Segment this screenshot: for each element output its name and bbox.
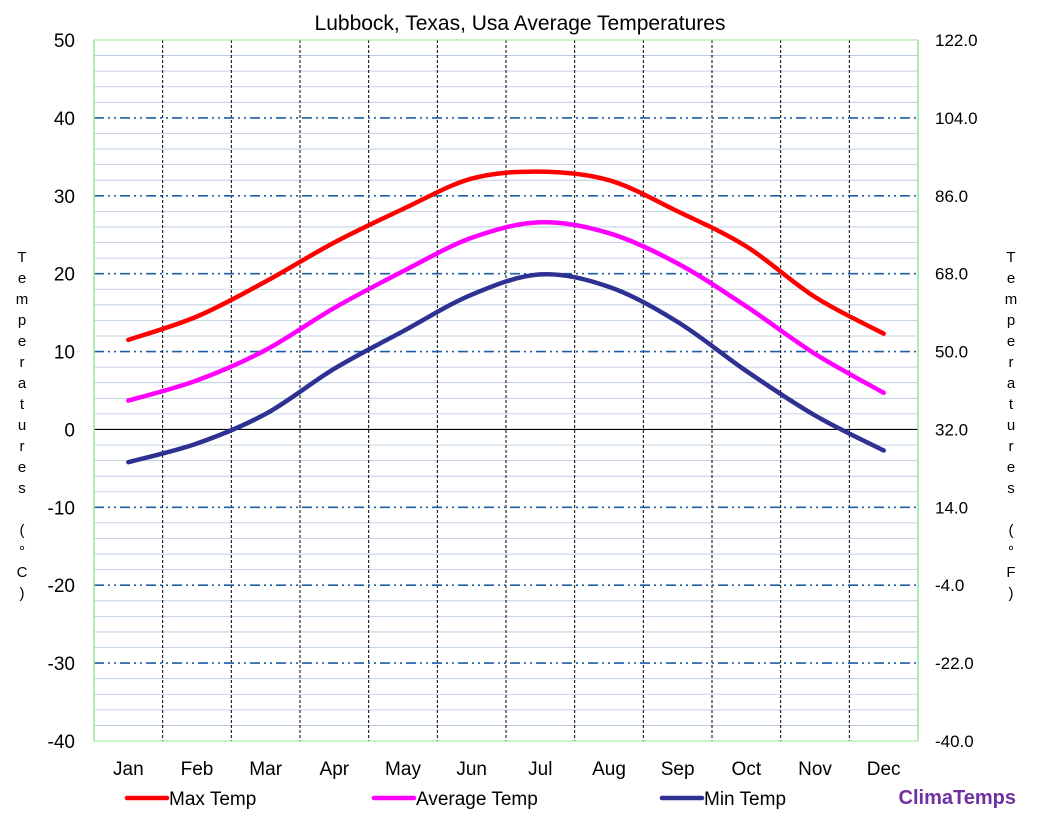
axis-label-char: a [18, 375, 27, 392]
axis-label-char: ° [19, 543, 25, 560]
axis-label-char: e [18, 333, 26, 350]
climatemps-logo: ClimaTemps [899, 787, 1016, 809]
series-line-min-temp [126, 271, 886, 465]
x-tick-label: Oct [732, 759, 762, 780]
y-axis-label-right: Temperatures (°F) [1005, 249, 1018, 602]
axis-label-char: m [1005, 291, 1018, 308]
y-tick-label-right: 104.0 [935, 109, 978, 128]
y-tick-label-left: 10 [54, 343, 75, 364]
x-tick-label: May [385, 759, 421, 780]
y-tick-label-left: 50 [54, 31, 75, 52]
axis-label-char: e [18, 270, 26, 287]
axis-label-char: ( [1009, 522, 1014, 539]
y-tick-label-right: -4.0 [935, 576, 964, 595]
axis-label-char: s [18, 480, 26, 497]
x-tick-label: Feb [181, 759, 214, 780]
axis-label-char: r [20, 438, 25, 455]
axis-label-char: t [1009, 396, 1014, 413]
axis-label-char: m [16, 291, 29, 308]
legend-label-min-temp: Min Temp [704, 789, 786, 810]
axis-label-char: u [1007, 417, 1015, 434]
axis-label-char: e [18, 459, 26, 476]
axis-label-char: ) [1009, 585, 1014, 602]
axis-label-char: a [1007, 375, 1016, 392]
x-tick-label: Apr [320, 759, 350, 780]
y-tick-label-left: -20 [48, 576, 75, 597]
x-tick-label: Sep [661, 759, 695, 780]
chart-title: Lubbock, Texas, Usa Average Temperatures [315, 12, 726, 35]
y-tick-label-left: 30 [54, 187, 75, 208]
axis-label-char: e [1007, 459, 1015, 476]
axis-label-char: s [1007, 480, 1015, 497]
axis-label-char: C [17, 564, 28, 581]
y-tick-label-left: 40 [54, 109, 75, 130]
axis-label-char: T [1006, 249, 1015, 266]
y-tick-label-right: 86.0 [935, 187, 968, 206]
series-line-average-temp [126, 219, 886, 403]
x-tick-label: Dec [867, 759, 901, 780]
x-tick-label: Nov [798, 759, 832, 780]
grid-layer [94, 40, 918, 741]
y-tick-label-left: 20 [54, 265, 75, 286]
y-tick-label-right: -22.0 [935, 654, 974, 673]
axis-label-char: e [1007, 270, 1015, 287]
series-layer [126, 169, 886, 465]
y-tick-label-left: -30 [48, 654, 75, 675]
x-tick-label: Jul [528, 759, 552, 780]
axis-label-char: t [20, 396, 25, 413]
y-tick-label-right: 122.0 [935, 31, 978, 50]
y-tick-label-right: 14.0 [935, 498, 968, 517]
legend: Max Temp Average Temp Min Temp [124, 789, 786, 810]
axis-label-char: F [1006, 564, 1015, 581]
axis-label-char: ( [20, 522, 25, 539]
legend-label-max-temp: Max Temp [169, 789, 256, 810]
axis-label-char: r [1009, 354, 1014, 371]
series-line-max-temp [126, 169, 886, 343]
y-tick-label-left: 0 [64, 420, 75, 441]
legend-label-average-temp: Average Temp [416, 789, 538, 810]
axis-label-char: r [1009, 438, 1014, 455]
y-tick-label-right: 32.0 [935, 420, 968, 439]
y-tick-label-left: -10 [48, 498, 75, 519]
axis-label-char: r [20, 354, 25, 371]
y-tick-label-right: 50.0 [935, 343, 968, 362]
axis-label-char: p [18, 312, 26, 329]
axis-label-char: ) [20, 585, 25, 602]
y-tick-label-right: -40.0 [935, 732, 974, 751]
x-tick-label: Mar [249, 759, 282, 780]
x-tick-label: Jan [113, 759, 144, 780]
axis-label-char: e [1007, 333, 1015, 350]
axis-label-char: ° [1008, 543, 1014, 560]
y-axis-label-left: Temperatures (°C) [16, 249, 29, 602]
axis-label-char: T [17, 249, 26, 266]
axis-label-char: u [18, 417, 26, 434]
x-tick-label: Aug [592, 759, 626, 780]
x-tick-label: Jun [456, 759, 487, 780]
y-tick-label-right: 68.0 [935, 265, 968, 284]
axis-label-char: p [1007, 312, 1015, 329]
y-tick-label-left: -40 [48, 732, 75, 753]
axis-layer: 50 40 30 20 10 0 -10 -20 -30 -40 122.0 104.0 86.0 68.… [48, 31, 978, 780]
